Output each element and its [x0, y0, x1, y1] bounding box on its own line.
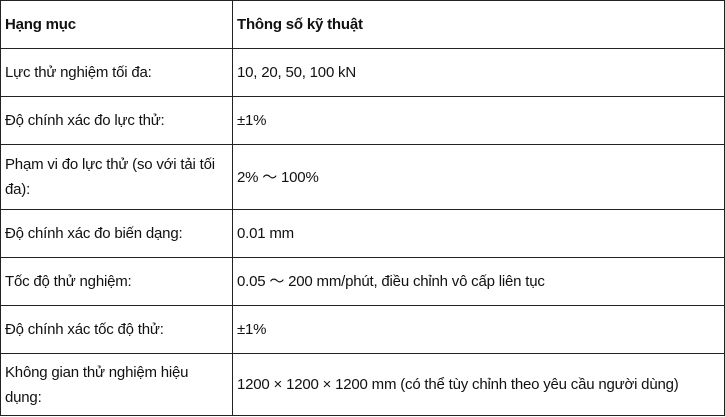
table-row: Phạm vi đo lực thử (so với tải tối đa): … [0, 144, 725, 210]
table-row: Lực thử nghiệm tối đa: 10, 20, 50, 100 k… [0, 48, 725, 97]
table-row: Độ chính xác tốc độ thử: ±1% [0, 305, 725, 354]
row-label: Độ chính xác đo biến dạng: [0, 209, 233, 258]
row-value: 2% ～ 100% [232, 144, 725, 210]
row-label: Phạm vi đo lực thử (so với tải tối đa): [0, 144, 233, 210]
table-row: Không gian thử nghiệm hiệu dụng: 1200 × … [0, 353, 725, 416]
header-item: Hạng mục [0, 0, 233, 49]
header-row: Hạng mục Thông số kỹ thuật [0, 0, 725, 49]
header-spec: Thông số kỹ thuật [232, 0, 725, 49]
table-row: Độ chính xác đo lực thử: ±1% [0, 96, 725, 145]
row-label: Không gian thử nghiệm hiệu dụng: [0, 353, 233, 416]
row-value: ±1% [232, 96, 725, 145]
row-label: Độ chính xác tốc độ thử: [0, 305, 233, 354]
row-label: Lực thử nghiệm tối đa: [0, 48, 233, 97]
table-row: Tốc độ thử nghiệm: 0.05 ～ 200 mm/phút, đ… [0, 257, 725, 306]
row-label: Tốc độ thử nghiệm: [0, 257, 233, 306]
row-label: Độ chính xác đo lực thử: [0, 96, 233, 145]
row-value: 10, 20, 50, 100 kN [232, 48, 725, 97]
row-value: 0.01 mm [232, 209, 725, 258]
row-value: ±1% [232, 305, 725, 354]
row-value: 1200 × 1200 × 1200 mm (có thể tùy chỉnh … [232, 353, 725, 416]
row-value: 0.05 ～ 200 mm/phút, điều chỉnh vô cấp li… [232, 257, 725, 306]
table-row: Độ chính xác đo biến dạng: 0.01 mm [0, 209, 725, 258]
